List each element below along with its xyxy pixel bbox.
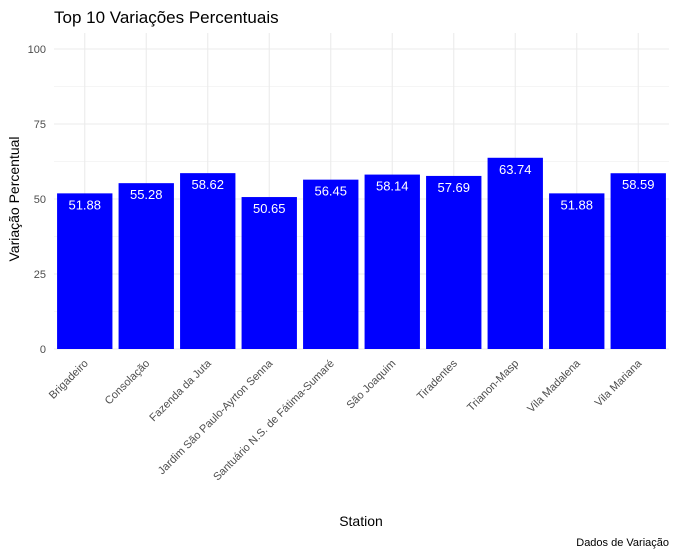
x-tick-label: Jardim São Paulo-Ayrton Senna [156, 357, 276, 477]
bar [303, 179, 359, 349]
y-tick-label: 100 [28, 44, 46, 56]
bar-value-label: 56.45 [314, 184, 347, 199]
x-tick-label: Vila Madalena [525, 357, 583, 415]
bar [57, 193, 113, 349]
bar-value-label: 51.88 [68, 197, 101, 212]
x-axis-title: Station [339, 513, 383, 529]
bar [118, 183, 174, 349]
bar [610, 173, 666, 349]
bar [364, 174, 420, 349]
chart-caption: Dados de Variação [576, 537, 669, 549]
y-tick-label: 75 [34, 119, 46, 131]
x-tick-label: Trianon-Masp [465, 358, 521, 414]
x-tick-label: Vila Mariana [593, 357, 645, 409]
bar [180, 173, 236, 349]
y-tick-label: 25 [34, 269, 46, 281]
bar [241, 197, 297, 349]
bar-value-label: 58.59 [622, 177, 655, 192]
bar [487, 157, 543, 349]
x-tick-label: Brigadeiro [47, 358, 91, 402]
bar [426, 175, 482, 349]
y-axis-title: Variação Percentual [6, 136, 22, 261]
bar-value-label: 51.88 [560, 197, 593, 212]
bar-value-label: 58.14 [376, 179, 409, 194]
bars: 51.88 55.28 58.62 50.65 56.45 58.14 57.69 63.74… [57, 157, 666, 349]
y-tick-label: 0 [40, 344, 46, 356]
bar [549, 193, 605, 349]
bar-value-label: 58.62 [191, 177, 224, 192]
chart-title: Top 10 Variações Percentuais [54, 8, 279, 27]
y-axis-ticks: 0 25 50 75 100 [28, 44, 46, 356]
bar-value-label: 57.69 [437, 180, 470, 195]
x-tick-label: São Joaquim [344, 358, 398, 412]
bar-value-label: 55.28 [130, 187, 163, 202]
x-tick-label: Consolação [103, 358, 153, 408]
bar-value-label: 50.65 [253, 201, 286, 216]
y-tick-label: 50 [34, 194, 46, 206]
x-tick-label: Tiradentes [415, 357, 460, 402]
bar-value-label: 63.74 [499, 162, 532, 177]
x-tick-label: Santuário N.S. de Fátima-Sumaré [211, 358, 337, 484]
x-tick-label: Fazenda da Juta [147, 357, 214, 424]
